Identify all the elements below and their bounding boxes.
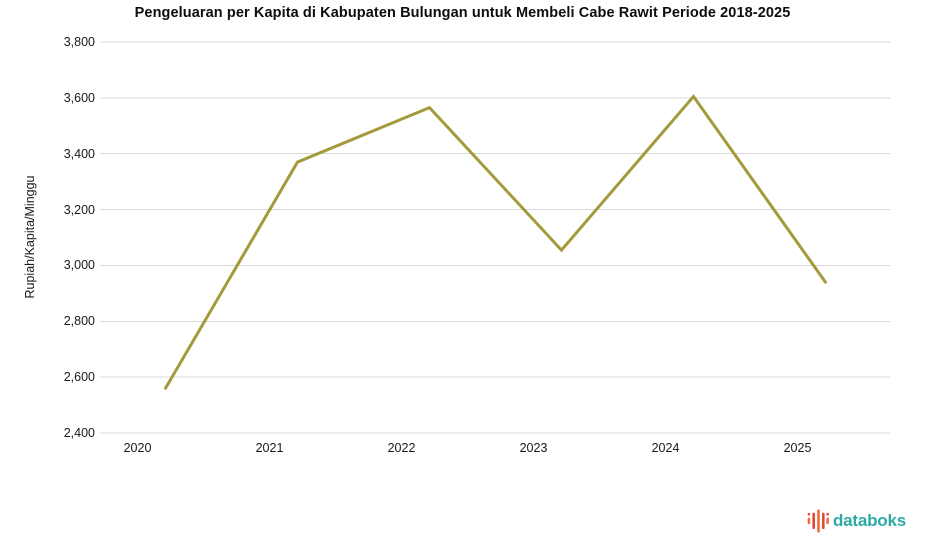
x-axis-tick-label: 2021 [255,441,284,455]
x-axis-tick-label: 2025 [783,441,812,455]
y-axis-tick-label: 3,800 [63,35,95,49]
plot-area [100,41,890,434]
y-axis-tick-label: 2,600 [63,370,95,385]
chart-title: Pengeluaran per Kapita di Kabupaten Bulu… [134,5,791,21]
data-line [164,94,827,390]
y-axis-tick-label: 3,200 [63,202,95,217]
y-axis-tick-label: 3,400 [63,146,95,161]
x-axis-tick-label: 2024 [651,441,680,455]
y-axis-tick-label: 2,800 [63,314,95,329]
databoks-logo-icon [807,509,829,533]
x-axis-tick-label: 2020 [123,441,152,455]
x-axis-tick-label: 2023 [519,441,548,455]
x-axis-tick-label: 2022 [387,441,416,455]
databoks-logo-text: databoks [832,511,906,530]
databoks-logo: databoks [807,509,906,533]
y-axis-title: Rupiah/Kapita/Minggu [23,175,37,299]
y-axis-tick-label: 2,400 [63,426,95,440]
y-axis-tick-label: 3,600 [63,90,95,105]
y-axis-tick-label: 3,000 [63,258,95,273]
